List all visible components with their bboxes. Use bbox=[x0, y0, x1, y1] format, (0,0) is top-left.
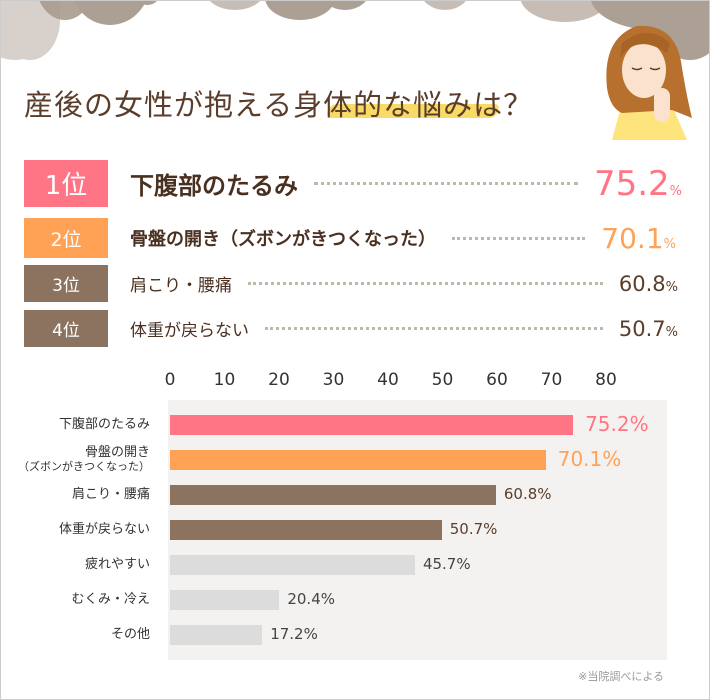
bar bbox=[170, 590, 280, 610]
rank-label: 体重が戻らない bbox=[130, 321, 249, 341]
value-label: 50.7% bbox=[449, 520, 498, 538]
x-tick-label: 20 bbox=[268, 370, 290, 390]
x-tick-label: 40 bbox=[377, 370, 399, 390]
category-label: 肩こり・腰痛 bbox=[72, 488, 150, 502]
ranking-row-2: 2位 骨盤の開き（ズボンがきつくなった） 70.1% bbox=[24, 218, 676, 258]
x-tick-label: 60 bbox=[486, 370, 508, 390]
value-label: 60.8% bbox=[503, 485, 552, 503]
value-label: 75.2% bbox=[585, 412, 649, 436]
category-label: 下腹部のたるみ bbox=[59, 418, 150, 432]
bar bbox=[170, 415, 574, 435]
rank-badge: 1位 bbox=[24, 160, 108, 207]
x-tick-label: 80 bbox=[595, 370, 617, 390]
rank-value: 60.8% bbox=[618, 271, 678, 296]
rank-badge: 4位 bbox=[24, 310, 108, 347]
rank-value: 50.7% bbox=[618, 316, 678, 341]
category-label-line: その他 bbox=[110, 627, 150, 642]
category-label: 疲れやすい bbox=[85, 558, 150, 572]
rank-value: 75.2% bbox=[593, 163, 682, 204]
category-label: その他 bbox=[111, 628, 150, 642]
x-tick-label: 70 bbox=[540, 370, 563, 390]
rank-label: 下腹部のたるみ bbox=[130, 172, 298, 200]
category-label-line: 疲れやすい bbox=[84, 557, 150, 572]
category-label: 骨盤の開き （ズボンがきつくなった） bbox=[18, 446, 150, 474]
bar bbox=[170, 520, 442, 540]
category-label-line: むくみ・冷え bbox=[71, 592, 150, 607]
rank-badge: 3位 bbox=[24, 265, 108, 302]
rank-label: 骨盤の開き（ズボンがきつくなった） bbox=[130, 229, 436, 250]
bar bbox=[170, 555, 415, 575]
category-label-line: 体重が戻らない bbox=[58, 522, 150, 537]
woman-illustration bbox=[606, 25, 692, 140]
ranking-row-1: 1位 下腹部のたるみ 75.2% bbox=[24, 160, 682, 207]
dotted-leader bbox=[265, 327, 603, 330]
dotted-leader bbox=[452, 236, 586, 240]
bar bbox=[170, 450, 546, 470]
value-label: 20.4% bbox=[287, 590, 335, 608]
source-note: ※当院調べによる bbox=[578, 670, 664, 683]
bar bbox=[170, 485, 496, 505]
dotted-leader bbox=[248, 282, 603, 285]
category-label-line: 下腹部のたるみ bbox=[58, 417, 150, 432]
x-tick-label: 50 bbox=[431, 370, 454, 390]
x-tick-label: 30 bbox=[322, 370, 345, 390]
ranking-row-3: 3位 肩こり・腰痛 60.8% bbox=[24, 265, 678, 302]
value-label: 45.7% bbox=[422, 555, 471, 573]
page-title: 産後の女性が抱える身体的な悩みは？ bbox=[24, 88, 534, 122]
category-label-line: 骨盤の開き bbox=[84, 445, 150, 460]
rank-badge: 2位 bbox=[24, 218, 108, 258]
x-tick-label: 10 bbox=[213, 370, 236, 390]
category-label: 体重が戻らない bbox=[59, 523, 150, 537]
dotted-leader bbox=[314, 182, 578, 185]
category-label-line: 肩こり・腰痛 bbox=[71, 487, 150, 502]
rank-value: 70.1% bbox=[601, 221, 676, 255]
value-label: 17.2% bbox=[270, 625, 318, 643]
category-label-line: （ズボンがきつくなった） bbox=[18, 460, 150, 473]
value-label: 70.1% bbox=[557, 447, 622, 471]
category-label: むくみ・冷え bbox=[71, 593, 150, 607]
ranking-row-4: 4位 体重が戻らない 50.7% bbox=[24, 310, 678, 347]
x-tick-label: 0 bbox=[164, 370, 176, 390]
bar bbox=[170, 625, 263, 645]
rank-label: 肩こり・腰痛 bbox=[130, 276, 232, 296]
